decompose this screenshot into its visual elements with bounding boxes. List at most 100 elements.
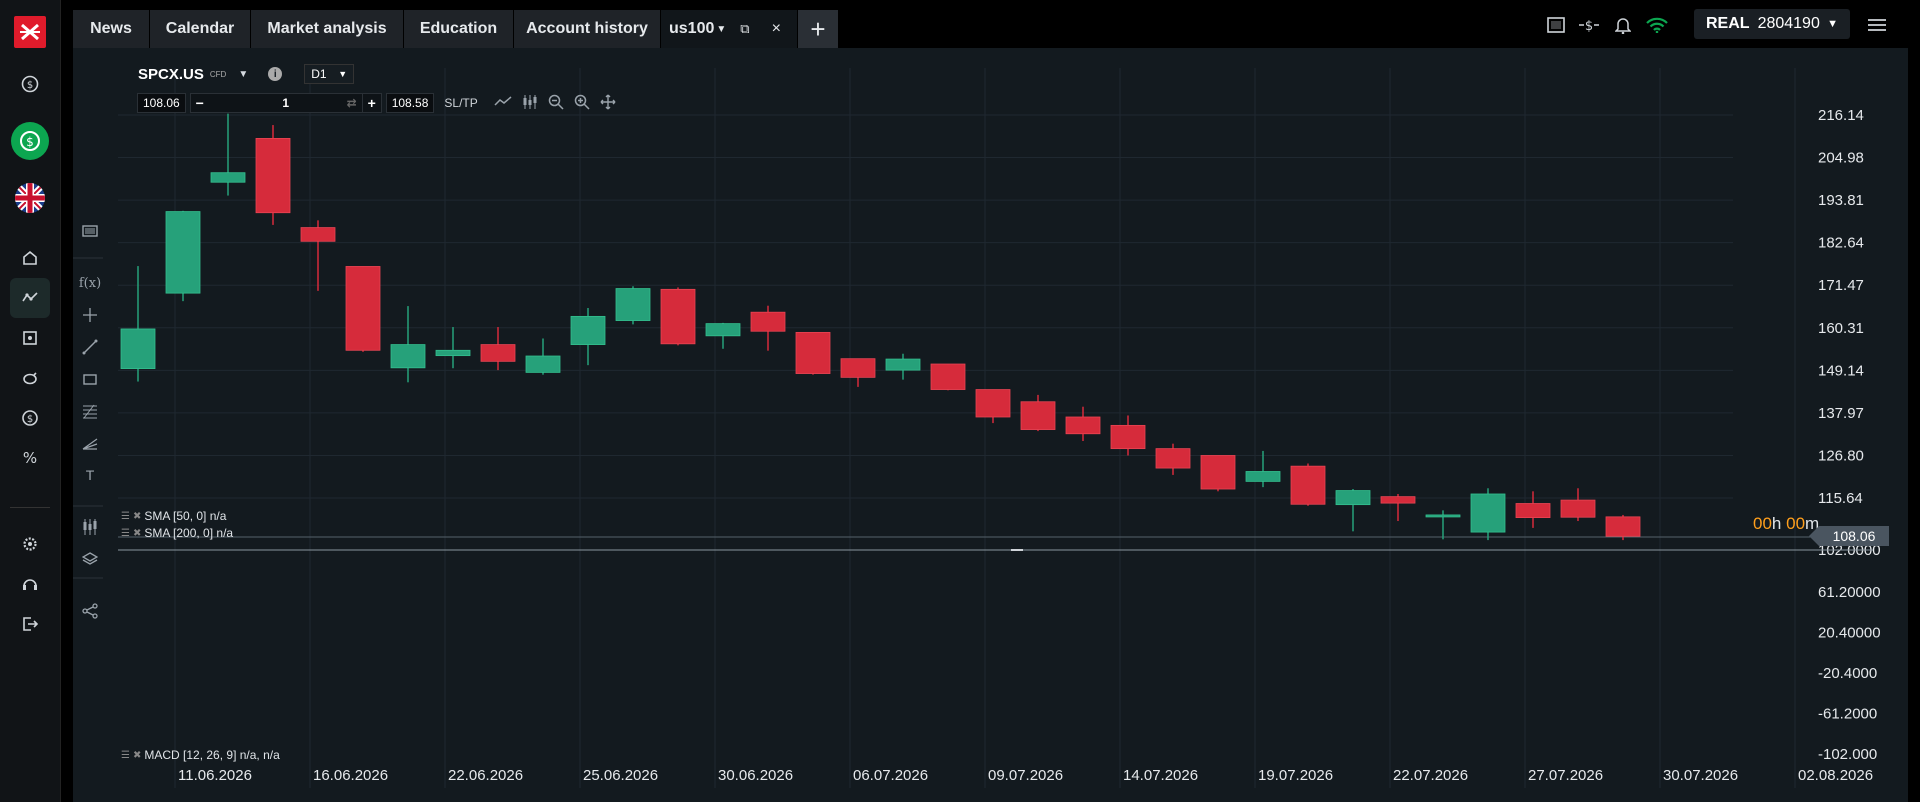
macd-axis-label: -20.4000	[1818, 665, 1877, 682]
candles-icon[interactable]	[522, 94, 538, 112]
headset-icon[interactable]	[10, 564, 50, 604]
price-chart[interactable]: 216.14 204.98 193.81 182.64 171.47 160.31 149.…	[73, 48, 1908, 802]
popout-icon[interactable]: ⧉	[740, 21, 750, 36]
svg-text:%: %	[23, 449, 37, 467]
uk-flag-icon[interactable]	[10, 178, 50, 218]
quantity-stepper[interactable]: − 1 ⇄ +	[189, 93, 382, 113]
x-axis-label: 16.06.2026	[313, 767, 388, 784]
tab-news[interactable]: News	[73, 10, 149, 48]
candle-down	[840, 358, 876, 378]
piggy-bank-icon[interactable]	[10, 358, 50, 398]
close-icon[interactable]: ×	[771, 20, 781, 37]
account-selector[interactable]: REAL 2804190 ▼	[1694, 9, 1850, 39]
sell-price-button[interactable]: 108.06	[137, 93, 186, 113]
add-tab-button[interactable]: +	[798, 10, 838, 48]
home-icon[interactable]	[10, 238, 50, 278]
chevron-down-icon: ▼	[338, 69, 348, 79]
remove-icon[interactable]: ✖	[132, 527, 141, 539]
chevron-down-icon[interactable]: ▼	[716, 23, 727, 35]
percent-icon[interactable]: %	[10, 438, 50, 478]
sma50-label[interactable]: ☰ ✖ SMA [50, 0] n/a	[121, 509, 226, 523]
x-logo-icon	[20, 23, 40, 41]
logout-icon[interactable]	[10, 604, 50, 644]
x-axis-label: 19.07.2026	[1258, 767, 1333, 784]
reset-icon[interactable]: ⇄	[346, 96, 357, 110]
symbol-name[interactable]: SPCX.US	[138, 65, 204, 83]
dollar-circle-icon[interactable]: $	[10, 64, 50, 104]
macd-axis-label: 20.40000	[1818, 625, 1881, 642]
price-axis-label: 216.14	[1818, 107, 1864, 124]
timeframe-select[interactable]: D1 ▼	[304, 64, 355, 84]
indicators-icon[interactable]	[79, 516, 101, 538]
chart-icon[interactable]	[10, 278, 50, 318]
candle-up	[1245, 471, 1281, 482]
line-tool-icon[interactable]	[79, 336, 101, 358]
tab-education[interactable]: Education	[404, 10, 513, 48]
candle-up	[165, 211, 201, 294]
remove-icon[interactable]: ✖	[132, 749, 141, 761]
dollar-refresh-icon[interactable]: $	[10, 121, 50, 161]
line-chart-icon[interactable]	[494, 95, 512, 112]
fibonacci-icon[interactable]	[79, 400, 101, 422]
quantity-value[interactable]: 1	[282, 96, 290, 110]
candle-down	[1110, 424, 1146, 450]
settings-list-icon[interactable]: ☰	[121, 510, 130, 522]
candle-up	[615, 288, 651, 321]
candle-up	[210, 172, 246, 183]
sma50-text: SMA [50, 0] n/a	[144, 509, 227, 523]
x-axis-label: 02.08.2026	[1798, 767, 1873, 784]
candle-up	[120, 328, 156, 369]
hamburger-menu-icon[interactable]	[1866, 14, 1888, 36]
tab-calendar[interactable]: Calendar	[150, 10, 250, 48]
left-sidebar: $ $ $ %	[0, 0, 61, 802]
plus-button[interactable]: +	[361, 94, 381, 112]
info-icon[interactable]: i	[268, 67, 283, 81]
sma200-label[interactable]: ☰ ✖ SMA [200, 0] n/a	[121, 526, 233, 540]
text-tool-icon[interactable]: T	[85, 467, 95, 483]
share-icon[interactable]	[79, 600, 101, 622]
zoom-out-icon[interactable]	[548, 94, 564, 113]
macd-axis-label: -102.000	[1818, 746, 1877, 763]
chevron-down-icon[interactable]: ▼	[238, 68, 249, 80]
x-axis-label: 11.06.2026	[178, 767, 252, 784]
pan-icon[interactable]	[600, 94, 616, 113]
tab-us100[interactable]: us100 ▼ ⧉ ×	[661, 10, 797, 48]
dollar-transfer-icon[interactable]: $	[1578, 14, 1600, 36]
candle-up	[525, 355, 561, 373]
x-axis-label: 30.06.2026	[718, 767, 793, 784]
function-icon[interactable]: f(x)	[78, 275, 102, 291]
x-axis-label: 09.07.2026	[988, 767, 1063, 784]
zoom-in-icon[interactable]	[574, 94, 590, 113]
coin-icon[interactable]: $	[10, 398, 50, 438]
price-axis-label: 126.80	[1818, 447, 1864, 464]
fullscreen-icon[interactable]	[1545, 14, 1567, 36]
macd-label[interactable]: ☰ ✖ MACD [12, 26, 9] n/a, n/a	[121, 748, 280, 762]
minus-button[interactable]: −	[195, 95, 204, 111]
candle-down	[1380, 496, 1416, 504]
bell-icon[interactable]	[1612, 14, 1634, 36]
account-number: 2804190	[1757, 15, 1820, 32]
candle-up	[1425, 514, 1461, 518]
layers-icon[interactable]	[79, 548, 101, 570]
sltp-button[interactable]: SL/TP	[444, 96, 478, 110]
settings-list-icon[interactable]: ☰	[121, 749, 130, 761]
news-icon[interactable]	[10, 318, 50, 358]
window-icon[interactable]	[79, 220, 101, 242]
crosshair-icon[interactable]	[79, 304, 101, 326]
gear-icon[interactable]	[10, 524, 50, 564]
candle-down	[1515, 503, 1551, 519]
buy-price-button[interactable]: 108.58	[385, 93, 435, 113]
rectangle-tool-icon[interactable]	[79, 368, 101, 390]
plus-icon: +	[810, 13, 826, 44]
xtb-logo[interactable]	[14, 16, 46, 48]
countdown-hours-unit: h	[1771, 514, 1782, 533]
fan-tool-icon[interactable]	[79, 432, 101, 454]
remove-icon[interactable]: ✖	[132, 510, 141, 522]
tab-account-history[interactable]: Account history	[514, 10, 660, 48]
candle-down	[1065, 416, 1101, 435]
tab-market-analysis[interactable]: Market analysis	[251, 10, 403, 48]
settings-list-icon[interactable]: ☰	[121, 527, 130, 539]
candle-down	[930, 363, 966, 390]
current-price-marker: 108.06	[1809, 526, 1889, 546]
candle-down	[660, 288, 696, 345]
